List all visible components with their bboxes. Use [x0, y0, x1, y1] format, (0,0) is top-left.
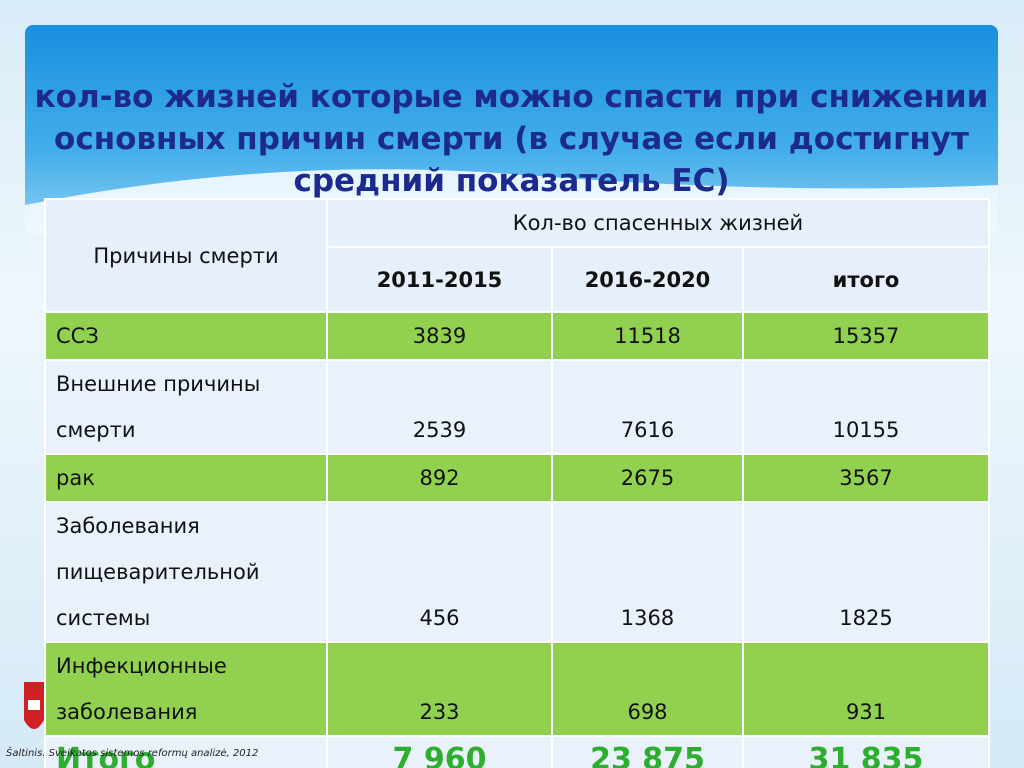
cell-value: 3567 [742, 453, 990, 503]
cell-value: 10155 [742, 359, 990, 455]
slide-title: кол-во жизней которые можно спасти при с… [34, 79, 989, 199]
source-note: Šaltinis. Sveikatos sistemos reformų ana… [6, 748, 259, 759]
row-label: Заболевания пищеварительной системы [44, 501, 328, 643]
cell-value: 7 960 [326, 735, 553, 768]
cell-value: 233 [326, 641, 553, 737]
column-header: 2016-2020 [551, 246, 744, 313]
table-row: Заболевания пищеварительной системы 456 13… [44, 501, 990, 643]
row-label: ССЗ [44, 311, 328, 361]
cell-value: 7616 [551, 359, 744, 455]
corner-header: Причины смерти [44, 198, 328, 313]
cell-value: 2675 [551, 453, 744, 503]
cell-value: 15357 [742, 311, 990, 361]
row-label: Внешние причины смерти [44, 359, 328, 455]
cell-value: 31 835 [742, 735, 990, 768]
row-label: рак [44, 453, 328, 503]
cell-value: 698 [551, 641, 744, 737]
cell-value: 1825 [742, 501, 990, 643]
cell-value: 892 [326, 453, 553, 503]
row-label: Итого [44, 735, 328, 768]
group-header: Кол-во спасенных жизней [326, 198, 990, 248]
column-header: итого [742, 246, 990, 313]
table-row: Инфекционные заболевания 233 698 931 [44, 641, 990, 737]
table-row: рак 892 2675 3567 [44, 453, 990, 503]
row-label: Инфекционные заболевания [44, 641, 328, 737]
column-header: 2011-2015 [326, 246, 553, 313]
data-table: Причины смерти Кол-во спасенных жизней 2… [44, 198, 990, 768]
coat-of-arms [24, 682, 44, 729]
table-row: Внешние причины смерти 2539 7616 10155 [44, 359, 990, 455]
cell-value: 931 [742, 641, 990, 737]
cell-value: 23 875 [551, 735, 744, 768]
table-row: Итого 7 960 23 875 31 835 [44, 735, 990, 768]
cell-value: 1368 [551, 501, 744, 643]
cell-value: 3839 [326, 311, 553, 361]
cell-value: 456 [326, 501, 553, 643]
cell-value: 11518 [551, 311, 744, 361]
cell-value: 2539 [326, 359, 553, 455]
table-row: ССЗ 3839 11518 15357 [44, 311, 990, 361]
